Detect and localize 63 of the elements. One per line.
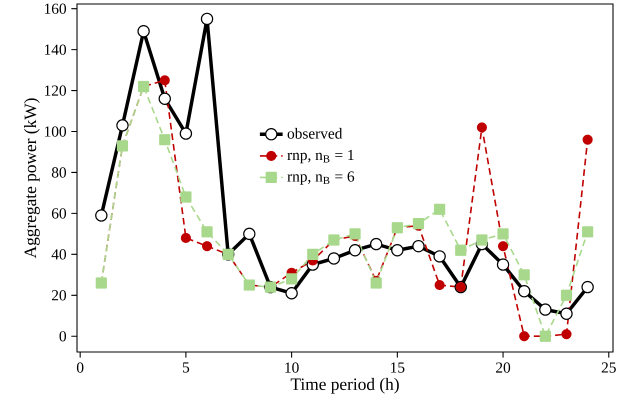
point	[328, 252, 340, 265]
point	[391, 244, 404, 256]
legend-label: rnp, n$_{B}$ = 6	[287, 171, 354, 185]
point	[412, 240, 425, 252]
point	[348, 244, 362, 256]
y-tick-label: 160	[44, 4, 66, 14]
point	[412, 218, 424, 230]
point	[518, 269, 530, 280]
legend-label: observed	[288, 128, 342, 139]
point	[433, 250, 446, 263]
point	[116, 119, 129, 132]
y-tick-label: 100	[44, 126, 66, 137]
x-tick-label: 10	[285, 362, 299, 373]
point	[497, 228, 509, 240]
x-tick-label: 15	[391, 362, 404, 373]
x-axis-title: Time period (h)	[290, 378, 399, 394]
y-tick-label: 80	[52, 167, 66, 178]
point	[158, 92, 171, 105]
point	[180, 232, 191, 244]
point	[200, 12, 214, 26]
point	[159, 134, 170, 146]
point	[498, 241, 508, 252]
point	[518, 284, 530, 298]
point	[476, 122, 487, 132]
point	[539, 303, 552, 316]
point	[286, 273, 298, 285]
point	[180, 127, 192, 140]
y-tick-label: 60	[52, 208, 66, 219]
point	[160, 75, 170, 86]
point	[582, 226, 594, 238]
y-tick-label: 120	[44, 85, 66, 96]
point	[496, 258, 510, 271]
point	[434, 280, 445, 290]
y-tick-label: 0	[60, 331, 66, 342]
point	[201, 226, 213, 238]
point	[307, 248, 318, 260]
x-tick-label: 25	[602, 362, 616, 373]
x-tick-label: 5	[182, 362, 190, 373]
point	[95, 209, 108, 222]
point	[202, 241, 212, 252]
point	[370, 238, 382, 250]
point	[581, 280, 594, 294]
point	[243, 228, 256, 240]
point	[519, 331, 530, 342]
y-tick-label: 40	[52, 249, 66, 260]
x-tick-label: 20	[496, 362, 510, 373]
point	[180, 191, 192, 203]
point	[285, 287, 298, 300]
point	[434, 204, 446, 215]
point	[455, 244, 466, 256]
y-tick-label: 140	[44, 44, 66, 55]
point	[476, 234, 488, 246]
y-axis-title: Aggregate power (kW)	[24, 98, 40, 258]
point	[137, 25, 150, 38]
y-tick-label: 20	[52, 290, 66, 300]
point	[349, 228, 361, 240]
point	[582, 134, 593, 145]
x-tick-label: 0	[76, 362, 84, 373]
point	[370, 277, 382, 289]
point	[561, 329, 572, 340]
point	[560, 308, 573, 320]
legend-label: rnp, n$_{B}$ = 1	[287, 150, 354, 164]
point	[560, 290, 572, 301]
